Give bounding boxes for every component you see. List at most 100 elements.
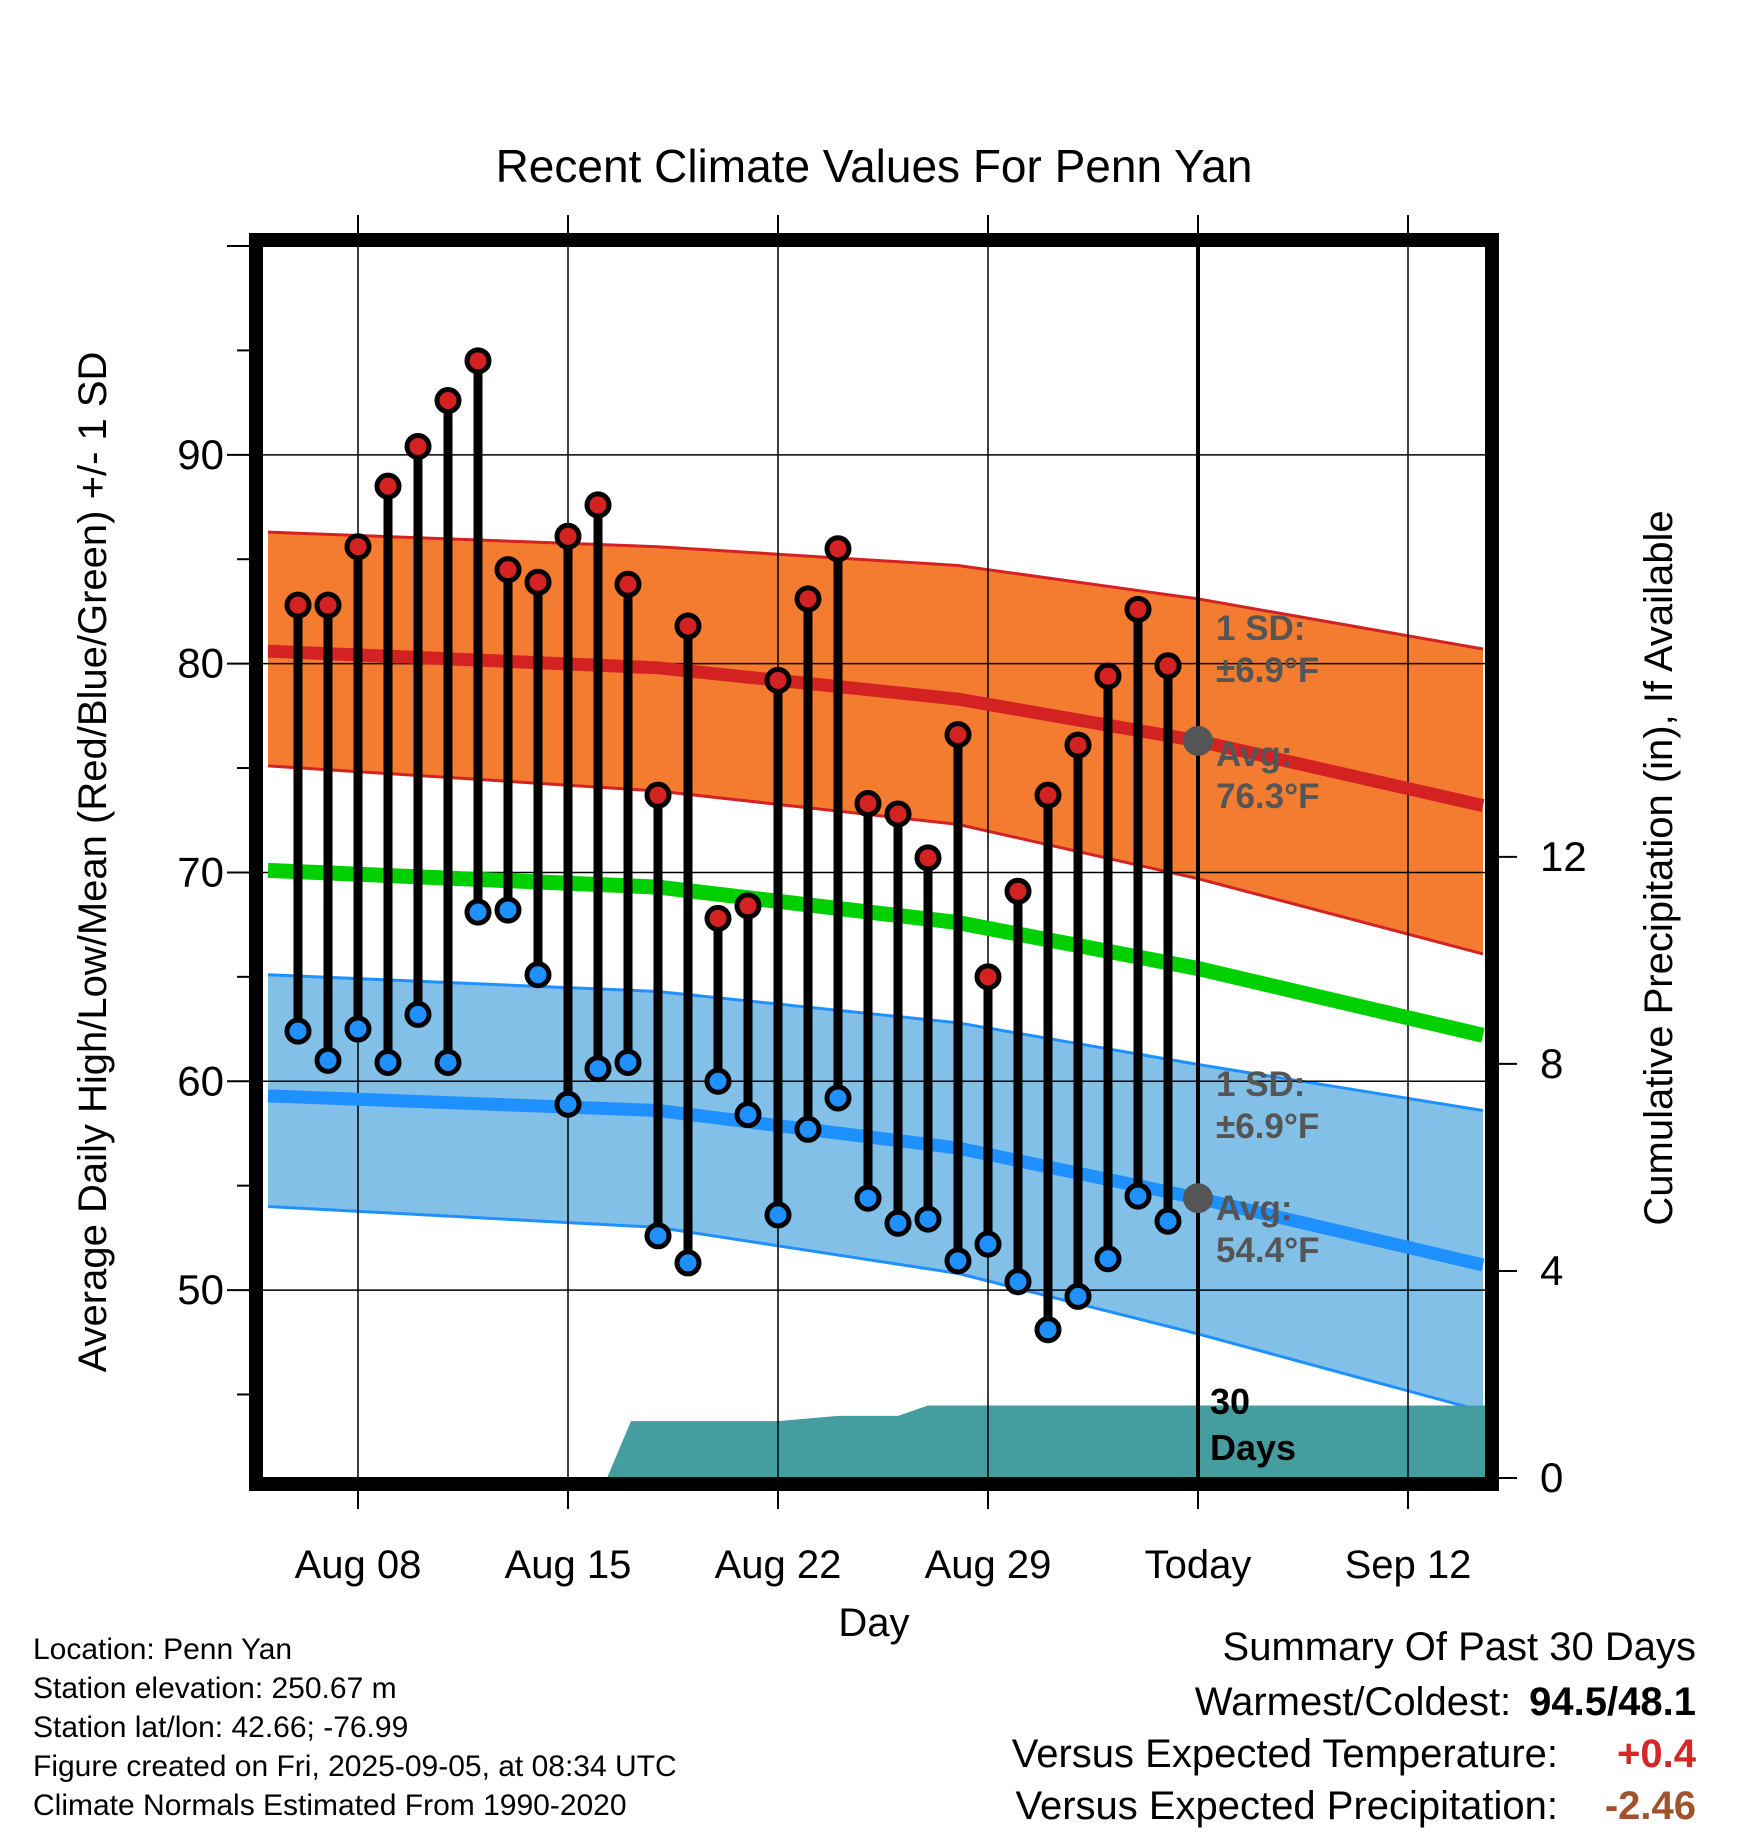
daily-high-point [974, 963, 1002, 991]
daily-low-point [1064, 1282, 1092, 1310]
chart-title: Recent Climate Values For Penn Yan [496, 140, 1253, 192]
daily-low-point [1004, 1268, 1032, 1296]
low-avg-value-label: 54.4°F [1216, 1231, 1320, 1270]
daily-low-point [404, 1000, 432, 1028]
y2-axis-label: Cumulative Precipitation (in), If Availa… [1637, 510, 1681, 1225]
cumulative-precip-area [262, 1405, 1486, 1478]
elevation-text: Station elevation: 250.67 m [33, 1672, 397, 1705]
high-sd-label: 1 SD: [1216, 609, 1305, 648]
daily-high-point [1094, 662, 1122, 690]
high-avg-value-label: 76.3°F [1216, 777, 1320, 816]
daily-low-point [944, 1247, 972, 1275]
normals-text: Climate Normals Estimated From 1990-2020 [33, 1789, 627, 1822]
daily-high-point [284, 591, 312, 619]
x-tick-label: Aug 08 [295, 1543, 422, 1587]
daily-low-point [584, 1055, 612, 1083]
daily-low-point [884, 1209, 912, 1237]
daily-high-point [584, 491, 612, 519]
daily-high-point [554, 522, 582, 550]
x-tick-label: Aug 29 [925, 1543, 1052, 1587]
axes: Aug 08 Aug 15 Aug 22 Aug 29 Today Sep 12 50 60 7… [177, 215, 1587, 1587]
latlon-text: Station lat/lon: 42.66; -76.99 [33, 1711, 409, 1744]
daily-high-point [374, 472, 402, 500]
x-axis-label: Day [838, 1601, 909, 1645]
precip-vs-expected-label: Versus Expected Precipitation: [1015, 1784, 1558, 1828]
summary-warmest-row: Warmest/Coldest: 94.5/48.1 [1012, 1676, 1696, 1728]
y-tick-label: 50 [177, 1266, 224, 1313]
daily-high-point [1124, 595, 1152, 623]
daily-high-point [944, 721, 972, 749]
daily-high-point [1064, 731, 1092, 759]
daily-high-point [854, 790, 882, 818]
y2-tick-label: 8 [1540, 1040, 1563, 1087]
today-normal-low-marker [1183, 1183, 1213, 1214]
daily-high-point [914, 844, 942, 872]
daily-low-point [854, 1184, 882, 1212]
daily-low-point [494, 896, 522, 924]
location-text: Location: Penn Yan [33, 1633, 293, 1666]
daily-high-point [464, 347, 492, 375]
daily-low-point [644, 1222, 672, 1250]
y2-tick-label: 0 [1540, 1454, 1563, 1501]
y2-tick-label: 4 [1540, 1247, 1563, 1294]
station-info: Location: Penn Yan Station elevation: 25… [33, 1630, 677, 1825]
daily-high-point [674, 612, 702, 640]
y-axis-label: Average Daily High/Low/Mean (Red/Blue/Gr… [71, 352, 115, 1373]
daily-low-point [614, 1048, 642, 1076]
x-tick-label: Sep 12 [1345, 1543, 1472, 1587]
daily-high-point [434, 387, 462, 415]
summary-panel: Summary Of Past 30 Days Warmest/Coldest:… [1012, 1622, 1696, 1832]
daily-low-point [914, 1205, 942, 1233]
precip-vs-expected-value: -2.46 [1604, 1784, 1696, 1828]
summary-temp-row: Versus Expected Temperature: +0.4 [1012, 1728, 1696, 1780]
daily-low-point [1094, 1245, 1122, 1273]
daily-low-point [734, 1101, 762, 1129]
y-tick-label: 90 [177, 431, 224, 478]
today-days-label: 30 [1210, 1381, 1250, 1422]
temp-vs-expected-value: +0.4 [1617, 1732, 1696, 1776]
daily-low-point [1124, 1182, 1152, 1210]
daily-low-point [524, 961, 552, 989]
daily-low-point [344, 1015, 372, 1043]
daily-low-point [374, 1048, 402, 1076]
daily-high-point [704, 904, 732, 932]
high-plus-sd-line [267, 530, 1484, 651]
daily-low-point [674, 1249, 702, 1277]
daily-high-point [644, 781, 672, 809]
daily-high-point [824, 535, 852, 563]
daily-low-point [704, 1067, 732, 1095]
daily-low-point [554, 1090, 582, 1118]
daily-low-point [1034, 1316, 1062, 1344]
daily-high-point [734, 892, 762, 920]
high-normal-line [267, 644, 1485, 812]
y-tick-label: 80 [177, 640, 224, 687]
high-avg-label: Avg: [1216, 735, 1292, 774]
today-normal-high-marker [1183, 725, 1213, 756]
x-tick-label: Aug 15 [505, 1543, 632, 1587]
daily-high-point [1034, 781, 1062, 809]
warmest-value: 94.5/48.1 [1529, 1680, 1696, 1724]
y2-tick-label: 12 [1540, 833, 1587, 880]
daily-high-point [524, 568, 552, 596]
y-tick-label: 70 [177, 848, 224, 895]
daily-high-point [614, 570, 642, 598]
daily-low-point [314, 1046, 342, 1074]
x-tick-label: Aug 22 [715, 1543, 842, 1587]
daily-high-point [884, 800, 912, 828]
warmest-label: Warmest/Coldest: [1194, 1680, 1512, 1724]
daily-low-point [464, 898, 492, 926]
summary-precip-row: Versus Expected Precipitation: -2.46 [1012, 1780, 1696, 1832]
daily-high-point [1154, 652, 1182, 680]
low-sd-label: 1 SD: [1216, 1065, 1305, 1104]
daily-high-point [314, 591, 342, 619]
daily-low-point [974, 1230, 1002, 1258]
daily-low-point [284, 1017, 312, 1045]
temp-vs-expected-label: Versus Expected Temperature: [1011, 1732, 1558, 1776]
low-avg-label: Avg: [1216, 1189, 1292, 1228]
daily-low-point [434, 1048, 462, 1076]
y-tick-label: 60 [177, 1057, 224, 1104]
daily-high-point [1004, 877, 1032, 905]
daily-low-point [764, 1201, 792, 1229]
daily-high-point [404, 432, 432, 460]
